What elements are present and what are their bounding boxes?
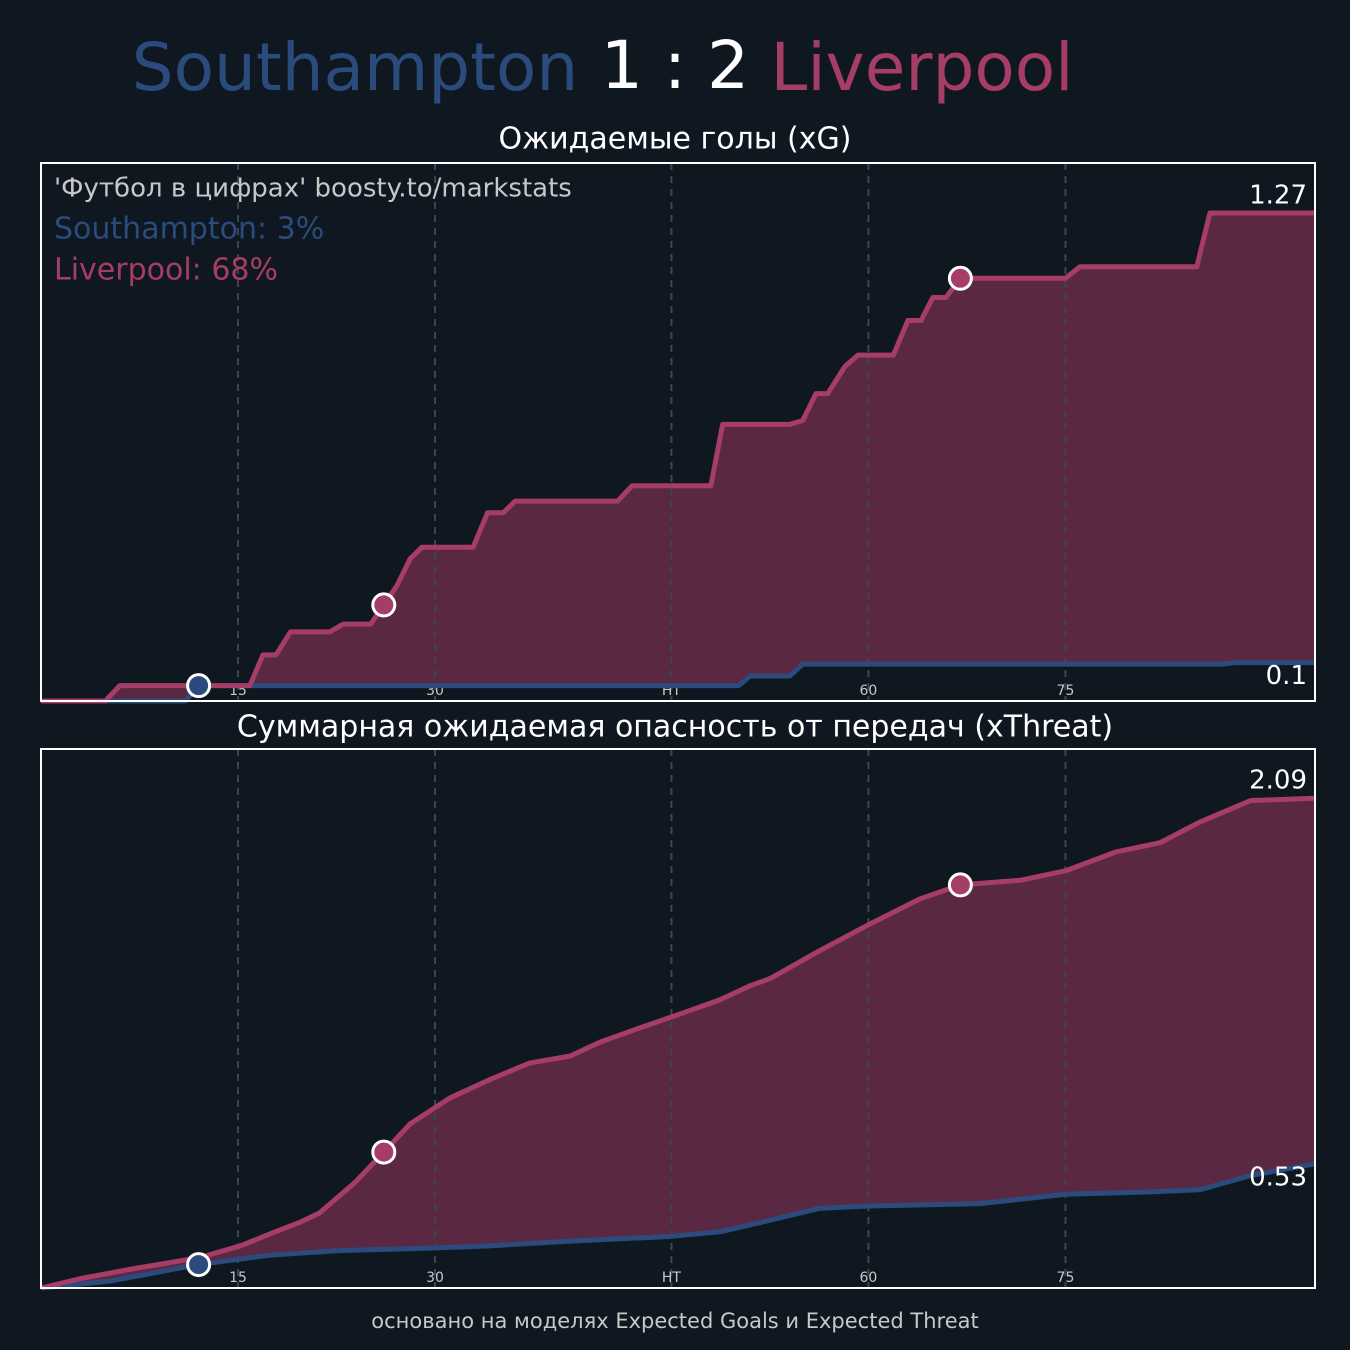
annotation: Southampton: 3%: [54, 212, 324, 247]
chart-title: Суммарная ожидаемая опасность от передач…: [237, 710, 1113, 745]
footer: основано на моделях Expected Goals и Exp…: [371, 1309, 978, 1333]
goal-marker: [947, 872, 973, 898]
goal-marker: [947, 265, 973, 291]
chart-title: Ожидаемые голы (xG): [499, 122, 852, 157]
x-tick-label: 60: [860, 683, 878, 699]
area: [41, 212, 1315, 701]
goal-marker: [186, 673, 212, 699]
line: [40, 795, 1316, 1291]
x-tick-label: 15: [229, 1270, 247, 1286]
line: [40, 1161, 1316, 1291]
area: [41, 1163, 1315, 1288]
x-tick-label: 30: [426, 1270, 444, 1286]
x-tick-label: 75: [1057, 1270, 1075, 1286]
home-team: Southampton: [132, 29, 579, 106]
x-tick-label: 75: [1057, 683, 1075, 699]
goal-marker: [371, 1139, 397, 1165]
goal-marker: [186, 1252, 212, 1278]
end-value-label: 2.09: [1249, 766, 1307, 796]
end-value-label: 0.1: [1266, 661, 1307, 691]
panel-frame: [40, 162, 1316, 702]
end-value-label: 0.53: [1249, 1162, 1307, 1192]
panel-frame: [40, 748, 1316, 1289]
annotation: 'Футбол в цифрах' boosty.to/markstats: [54, 174, 572, 204]
area: [41, 662, 1315, 701]
score: 1 : 2: [601, 27, 749, 104]
x-tick-label: 60: [860, 1270, 878, 1286]
x-tick-label: HT: [662, 1270, 682, 1286]
area: [41, 798, 1315, 1288]
annotation: Liverpool: 68%: [54, 253, 278, 288]
goal-marker: [371, 592, 397, 618]
line: [41, 210, 1315, 704]
away-team: Liverpool: [771, 29, 1074, 106]
end-value-label: 1.27: [1249, 180, 1307, 210]
